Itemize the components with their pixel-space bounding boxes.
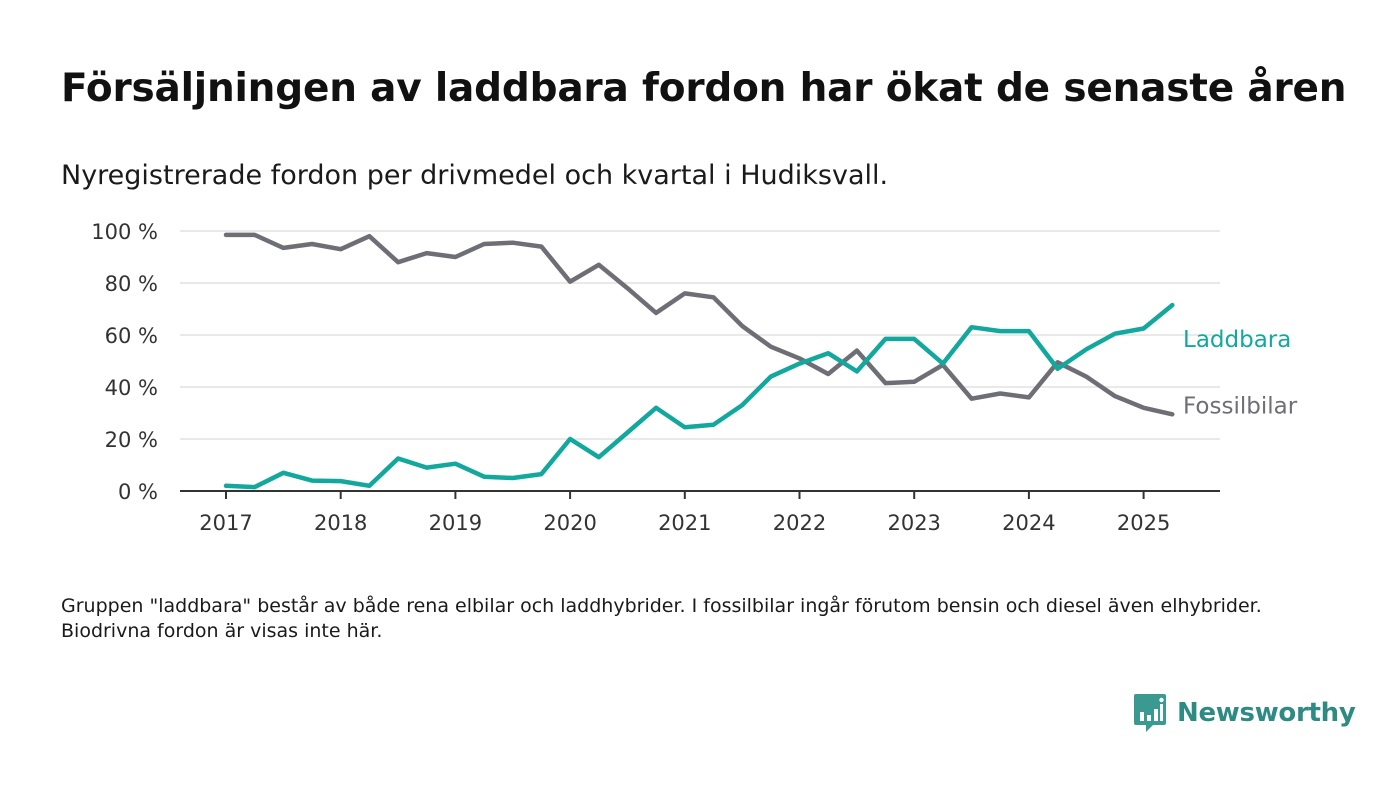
x-tick-label: 2017 (199, 511, 252, 535)
y-axis-tick-labels: 0 % 20 % 40 % 60 % 80 % 100 % (91, 220, 158, 504)
series-lines (223, 232, 1175, 490)
y-tick-label: 20 % (105, 428, 158, 452)
chart-title: Försäljningen av laddbara fordon har öka… (61, 66, 1347, 111)
series-line-fossilbilar (223, 232, 1175, 417)
x-tick-label: 2022 (773, 511, 826, 535)
y-tick-label: 100 % (91, 220, 158, 244)
logo-text: Newsworthy (1177, 698, 1356, 728)
y-tick-label: 80 % (105, 272, 158, 296)
line-chart: 0 % 20 % 40 % 60 % 80 % 100 % 2017 2018 2019 202… (91, 220, 1298, 535)
footnote: Gruppen "laddbara" består av både rena e… (61, 595, 1262, 642)
gridlines (180, 230, 1220, 440)
chart-subtitle: Nyregistrerade fordon per drivmedel och … (61, 160, 889, 191)
x-tick-label: 2024 (1002, 511, 1055, 535)
series-labels: Laddbara Fossilbilar (1183, 327, 1298, 419)
series-label-fossilbilar: Fossilbilar (1183, 393, 1298, 419)
y-tick-label: 40 % (105, 376, 158, 400)
series-line-laddbara (223, 302, 1175, 490)
x-tick-label: 2019 (429, 511, 482, 535)
y-tick-label: 0 % (118, 480, 158, 504)
x-tick-label: 2020 (543, 511, 596, 535)
x-tick-label: 2018 (314, 511, 367, 535)
newsworthy-logo: Newsworthy (1133, 692, 1356, 734)
x-tick-label: 2021 (658, 511, 711, 535)
x-tick-label: 2023 (887, 511, 940, 535)
x-axis: 2017 2018 2019 2020 2021 2022 2023 2024 2025 (180, 490, 1220, 535)
series-label-laddbara: Laddbara (1183, 327, 1291, 353)
x-tick-label: 2025 (1117, 511, 1170, 535)
y-tick-label: 60 % (105, 324, 158, 348)
newsworthy-chart-bubble-icon (1134, 694, 1166, 732)
